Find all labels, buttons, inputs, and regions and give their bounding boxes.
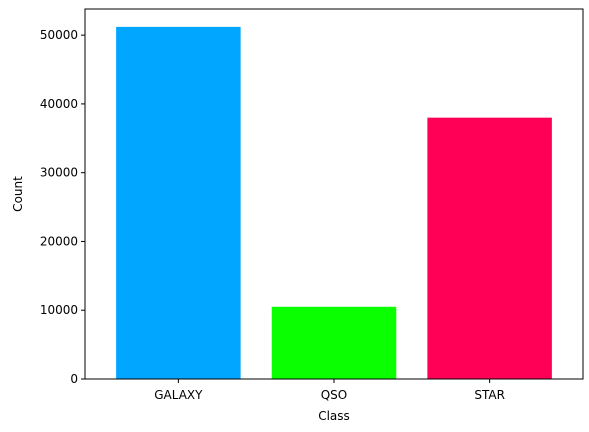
y-axis-label: Count bbox=[11, 176, 25, 212]
bar-galaxy bbox=[116, 26, 241, 379]
y-tick-label-0: 0 bbox=[70, 372, 78, 386]
bars-group bbox=[116, 26, 552, 379]
bar-qso bbox=[271, 306, 397, 379]
x-tick-label-galaxy: GALAXY bbox=[154, 388, 203, 402]
y-tick-label-20000: 20000 bbox=[40, 234, 78, 248]
y-tick-label-30000: 30000 bbox=[40, 166, 78, 180]
y-tick-label-10000: 10000 bbox=[40, 303, 78, 317]
y-axis: 0 10000 20000 30000 40000 50000 bbox=[40, 28, 85, 386]
y-tick-label-40000: 40000 bbox=[40, 97, 78, 111]
x-axis: GALAXY QSO STAR bbox=[154, 379, 505, 402]
x-tick-label-qso: QSO bbox=[321, 388, 348, 402]
x-tick-label-star: STAR bbox=[474, 388, 505, 402]
plot-frame bbox=[84, 8, 584, 380]
bar-star bbox=[427, 117, 552, 379]
y-tick-label-50000: 50000 bbox=[40, 28, 78, 42]
x-axis-label: Class bbox=[318, 409, 350, 423]
